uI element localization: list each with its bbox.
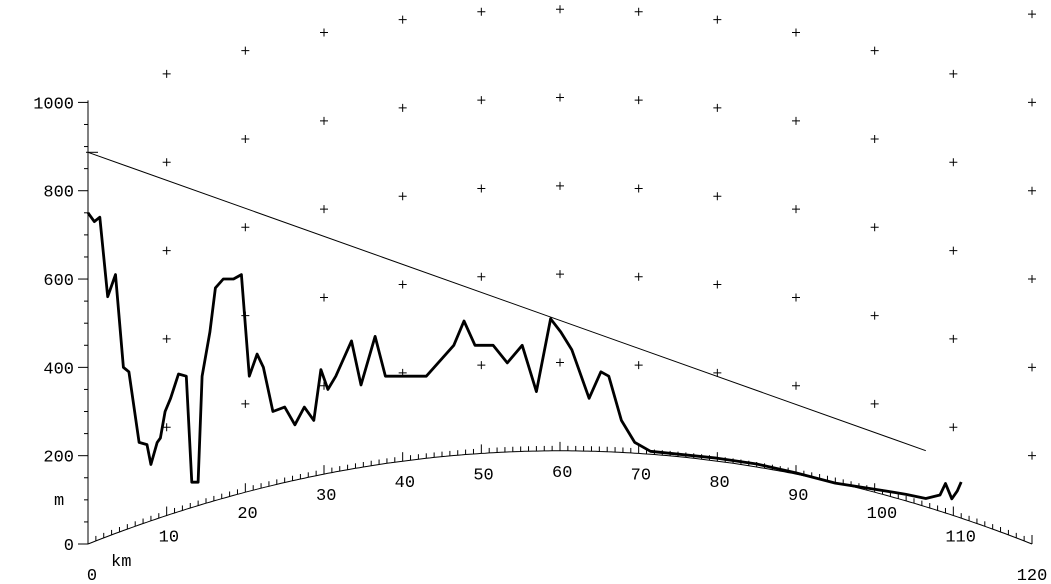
x-tick-label: 80 — [709, 474, 729, 493]
grid-cross — [713, 368, 722, 377]
grid-cross — [949, 158, 958, 167]
grid-cross — [792, 205, 800, 214]
grid-cross — [1028, 98, 1036, 107]
grid-cross — [162, 246, 171, 255]
grid-cross — [792, 116, 800, 125]
tick-labels: 0 200 400 600 800 1000 10 20 30 40 50 60 70 80 90 100 11… — [33, 95, 1047, 584]
grid-cross — [1028, 363, 1036, 372]
y-tick-label: 400 — [43, 360, 74, 379]
grid-cross — [320, 28, 328, 37]
grid-cross — [477, 272, 486, 281]
grid-cross — [477, 361, 486, 370]
grid-cross — [1028, 186, 1036, 195]
x-tick-label: 20 — [237, 505, 257, 524]
grid-cross — [556, 358, 564, 367]
grid-cross — [398, 280, 407, 289]
grid-cross — [477, 96, 486, 105]
grid-cross — [792, 293, 800, 302]
x-tick-label: 90 — [788, 487, 808, 506]
x-tick-label: 60 — [552, 464, 572, 483]
grid-cross — [320, 205, 328, 214]
x-tick-label: 30 — [316, 487, 336, 506]
grid-cross — [1028, 10, 1036, 19]
x-tick-label: 50 — [473, 466, 493, 485]
grid-cross — [556, 270, 564, 279]
x-tick-label: 70 — [631, 466, 651, 485]
grid-cross — [713, 192, 722, 201]
grid-cross — [162, 69, 171, 78]
grid-cross — [556, 93, 564, 102]
grid-cross — [320, 293, 328, 302]
grid-cross — [792, 381, 800, 390]
x-tick-label: 0 — [87, 567, 97, 584]
grid-cross — [713, 103, 722, 112]
grid-cross — [634, 184, 643, 193]
grid-cross — [634, 272, 643, 281]
x-tick-label: 40 — [395, 474, 415, 493]
grid-cross — [556, 5, 564, 14]
grid-cross — [870, 399, 879, 408]
grid-cross — [870, 134, 879, 143]
grid-cross — [634, 361, 643, 370]
grid-cross — [792, 28, 800, 37]
grid-cross — [162, 158, 171, 167]
grid-cross — [634, 7, 643, 16]
grid-cross — [949, 69, 958, 78]
line-of-sight — [87, 151, 926, 452]
grid-cross — [634, 96, 643, 105]
grid-cross — [870, 311, 879, 320]
grid-cross — [162, 423, 171, 432]
grid-cross — [477, 7, 486, 16]
x-axis-label: km — [111, 553, 131, 572]
grid-cross — [713, 280, 722, 289]
y-axis-label: m — [54, 492, 64, 511]
x-tick-label: 10 — [159, 529, 179, 548]
grid-cross — [713, 15, 722, 24]
grid-cross — [162, 334, 171, 343]
grid-cross — [241, 134, 250, 143]
crosshair-grid — [162, 5, 1036, 460]
grid-cross — [1028, 275, 1036, 284]
grid-cross — [949, 246, 958, 255]
y-tick-label: 800 — [43, 184, 74, 203]
grid-cross — [398, 15, 407, 24]
grid-cross — [949, 334, 958, 343]
grid-cross — [870, 223, 879, 232]
y-tick-label: 600 — [43, 272, 74, 291]
grid-cross — [241, 46, 250, 55]
grid-cross — [556, 181, 564, 190]
grid-cross — [477, 184, 486, 193]
grid-cross — [1028, 451, 1036, 460]
grid-cross — [949, 423, 958, 432]
x-tick-label: 110 — [945, 529, 976, 548]
grid-cross — [870, 46, 879, 55]
x-tick-label: 120 — [1017, 567, 1048, 584]
y-tick-label: 0 — [64, 537, 74, 556]
grid-cross — [320, 116, 328, 125]
grid-cross — [398, 103, 407, 112]
grid-cross — [241, 399, 250, 408]
grid-cross — [241, 223, 250, 232]
terrain-profile-line — [86, 211, 963, 501]
y-tick-label: 200 — [43, 449, 74, 468]
x-tick-label: 100 — [867, 505, 898, 524]
grid-cross — [398, 192, 407, 201]
y-tick-label: 1000 — [33, 95, 74, 114]
